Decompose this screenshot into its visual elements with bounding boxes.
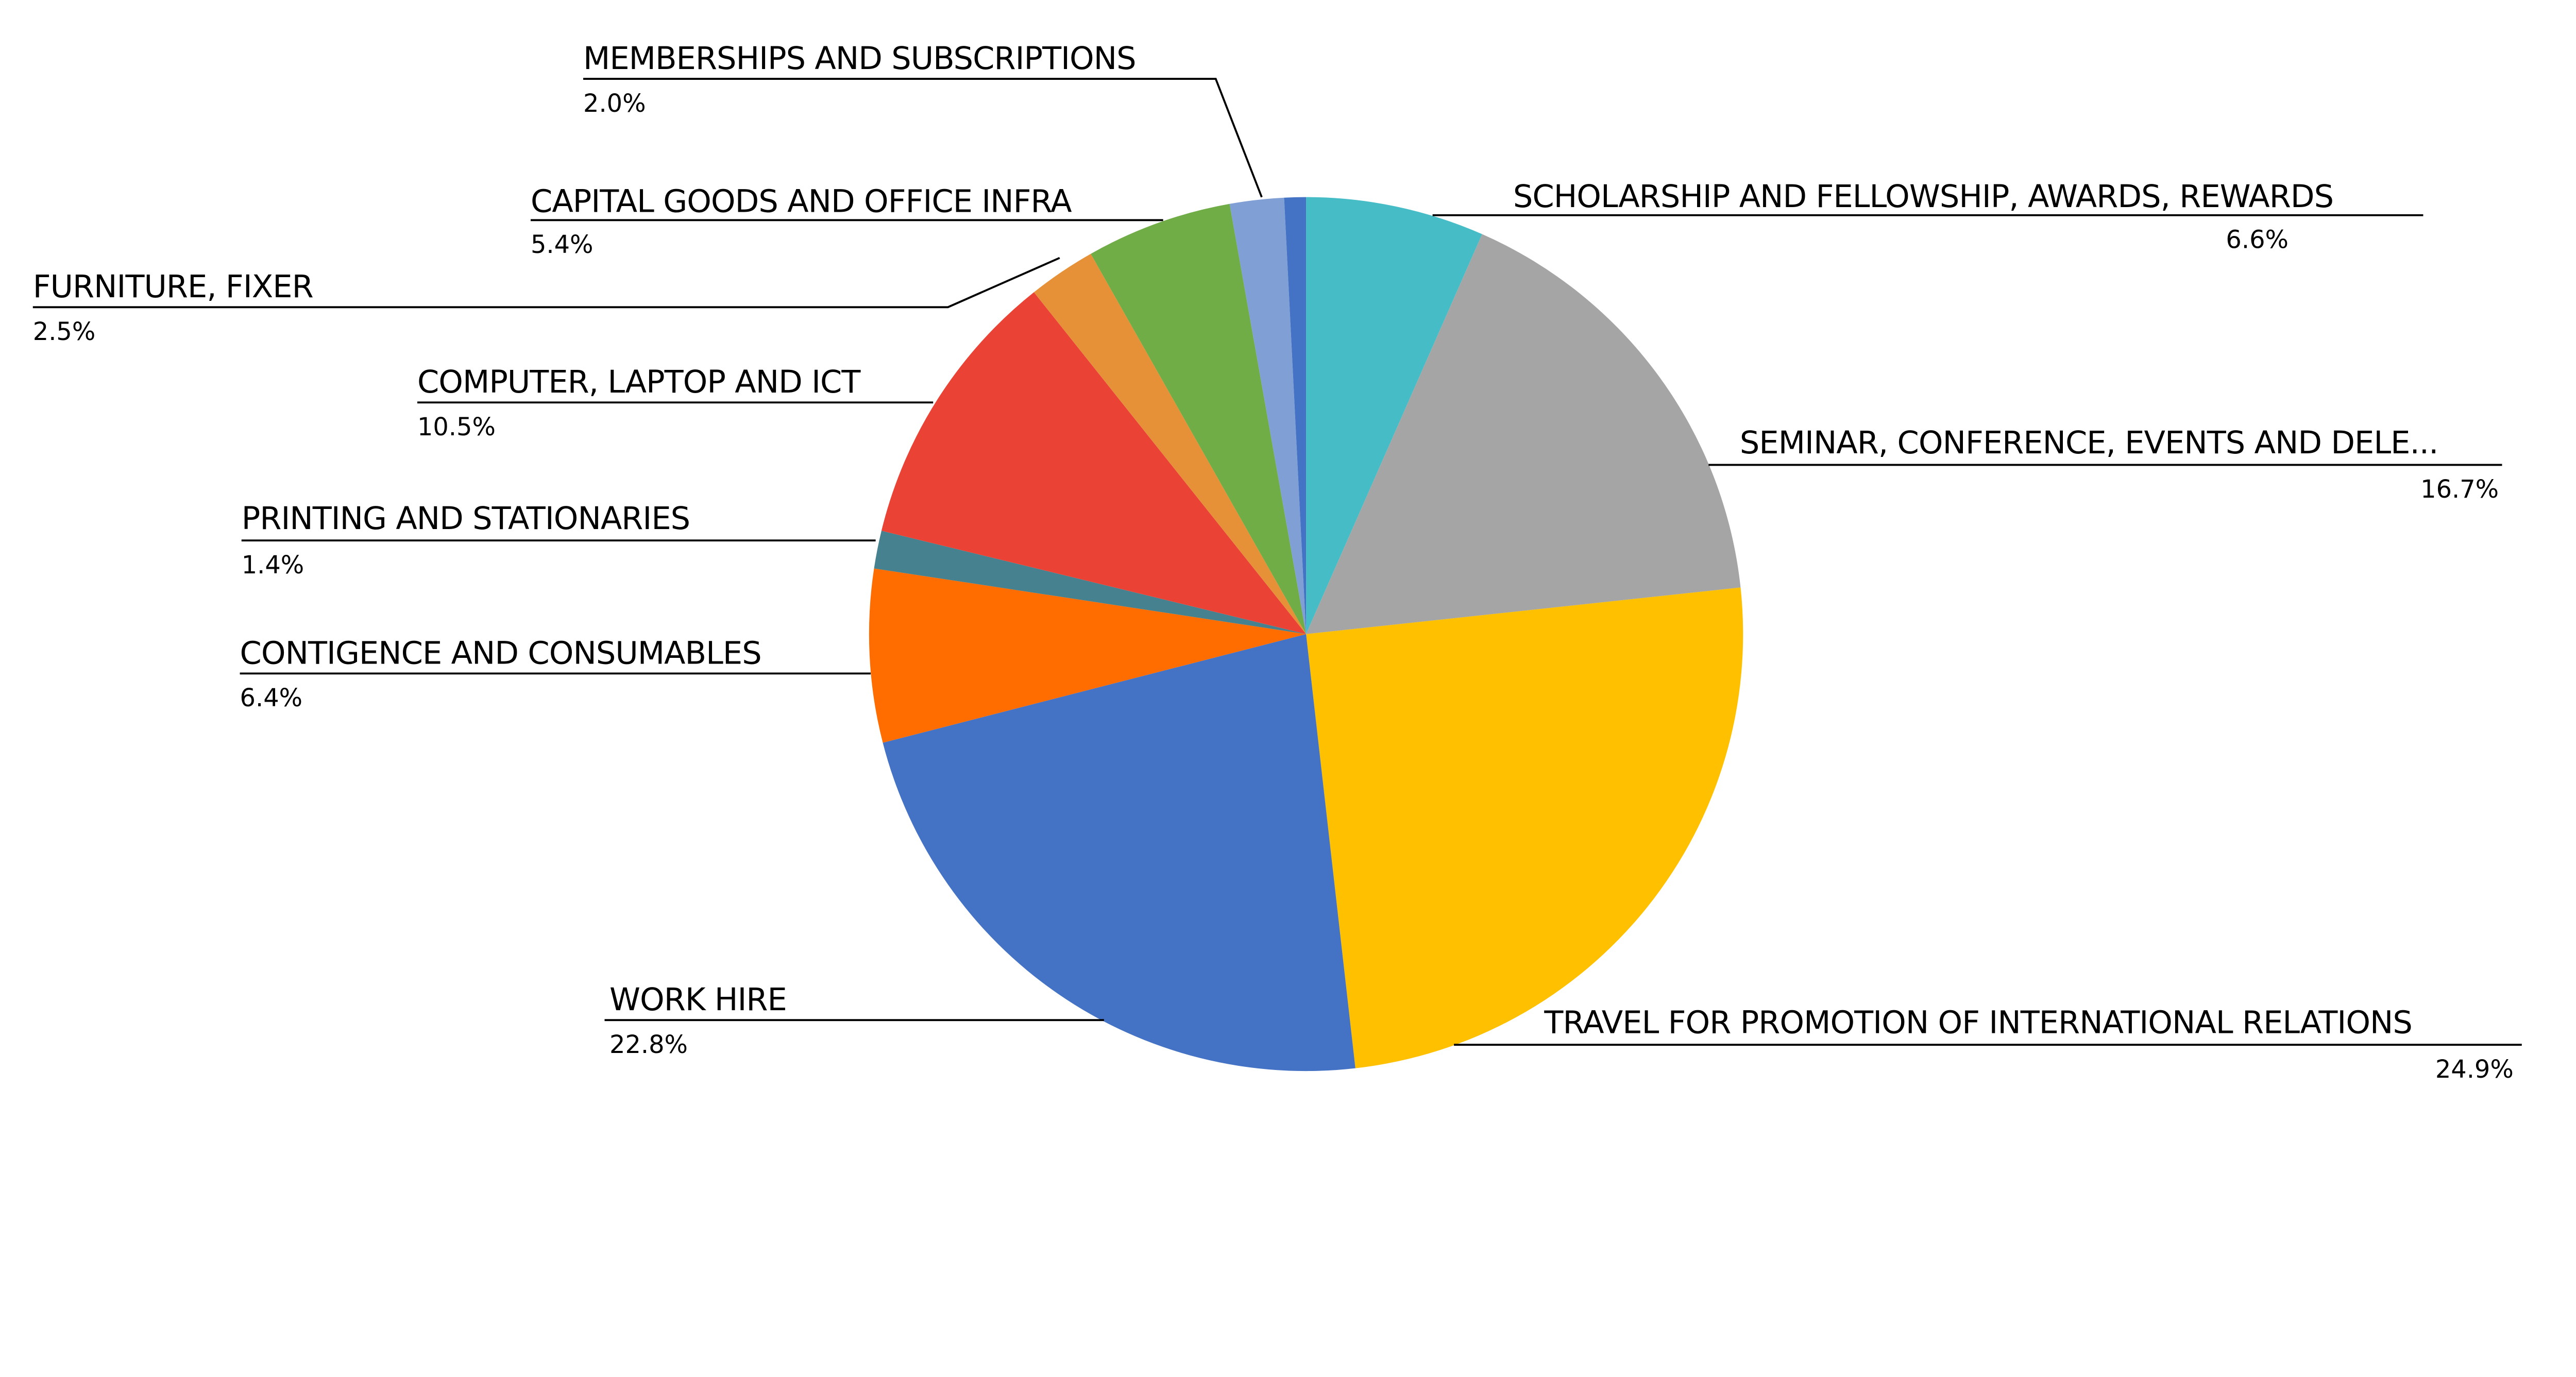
slice-label: SEMINAR, CONFERENCE, EVENTS AND DELE... (1740, 425, 2438, 461)
slice-label: PRINTING AND STATIONARIES (242, 501, 690, 537)
pie-slice (869, 568, 1307, 743)
slice-label-group: PRINTING AND STATIONARIES 1.4% (241, 501, 876, 580)
slice-label-group: FURNITURE, FIXER 2.5% (32, 257, 1060, 346)
slice-label-group: SEMINAR, CONFERENCE, EVENTS AND DELE... 1… (1708, 425, 2502, 504)
slice-label: FURNITURE, FIXER (33, 269, 313, 305)
slice-label: COMPUTER, LAPTOP AND ICT (417, 364, 861, 400)
slice-label-group: COMPUTER, LAPTOP AND ICT 10.5% (417, 364, 934, 441)
slice-percent-label: 22.8% (609, 1031, 688, 1059)
pie-slice (1306, 234, 1741, 634)
slice-label: TRAVEL FOR PROMOTION OF INTERNATIONAL RE… (1544, 1005, 2412, 1041)
leader-line (32, 257, 1060, 309)
slice-label-group: CAPITAL GOODS AND OFFICE INFRA 5.4% (531, 183, 1163, 259)
slice-percent-label: 24.9% (2435, 1056, 2514, 1084)
pie-slice (1306, 587, 1743, 1068)
slice-percent-label: 1.4% (242, 551, 304, 580)
slice-label: CAPITAL GOODS AND OFFICE INFRA (531, 183, 1072, 219)
pie-labels: SCHOLARSHIP AND FELLOWSHIP, AWARDS, REWA… (33, 41, 2522, 1084)
pie-slice (1229, 197, 1307, 634)
pie-slice (883, 634, 1355, 1072)
pie-slice (1284, 197, 1307, 634)
slice-percent-label: 16.7% (2420, 475, 2499, 504)
slice-label-group: CONTIGENCE AND CONSUMABLES 6.4% (240, 635, 871, 712)
slice-percent-label: 6.6% (2226, 226, 2289, 254)
slice-label-group: SCHOLARSHIP AND FELLOWSHIP, AWARDS, REWA… (1432, 179, 2424, 254)
pie-slices (869, 197, 1743, 1072)
slice-percent-label: 2.5% (33, 318, 96, 346)
pie-slice (1091, 203, 1307, 634)
slice-percent-label: 2.0% (583, 90, 646, 118)
pie-slice (881, 292, 1307, 634)
pie-slice (1306, 197, 1482, 634)
slice-label: CONTIGENCE AND CONSUMABLES (240, 635, 761, 671)
pie-slice (1033, 253, 1307, 634)
slice-label: MEMBERSHIPS AND SUBSCRIPTIONS (583, 41, 1136, 77)
leader-line (583, 78, 1263, 198)
slice-label-group: MEMBERSHIPS AND SUBSCRIPTIONS 2.0% (583, 41, 1263, 198)
slice-label-group: WORK HIRE 22.8% (604, 982, 1104, 1059)
pie-chart: SCHOLARSHIP AND FELLOWSHIP, AWARDS, REWA… (33, 41, 2522, 1084)
slice-label: WORK HIRE (609, 982, 787, 1018)
pie-slice (874, 531, 1307, 634)
slice-percent-label: 5.4% (531, 231, 594, 259)
slice-percent-label: 6.4% (240, 684, 303, 712)
slice-label-group: TRAVEL FOR PROMOTION OF INTERNATIONAL RE… (1454, 1005, 2522, 1084)
slice-label: SCHOLARSHIP AND FELLOWSHIP, AWARDS, REWA… (1513, 179, 2333, 215)
slice-percent-label: 10.5% (417, 413, 496, 441)
